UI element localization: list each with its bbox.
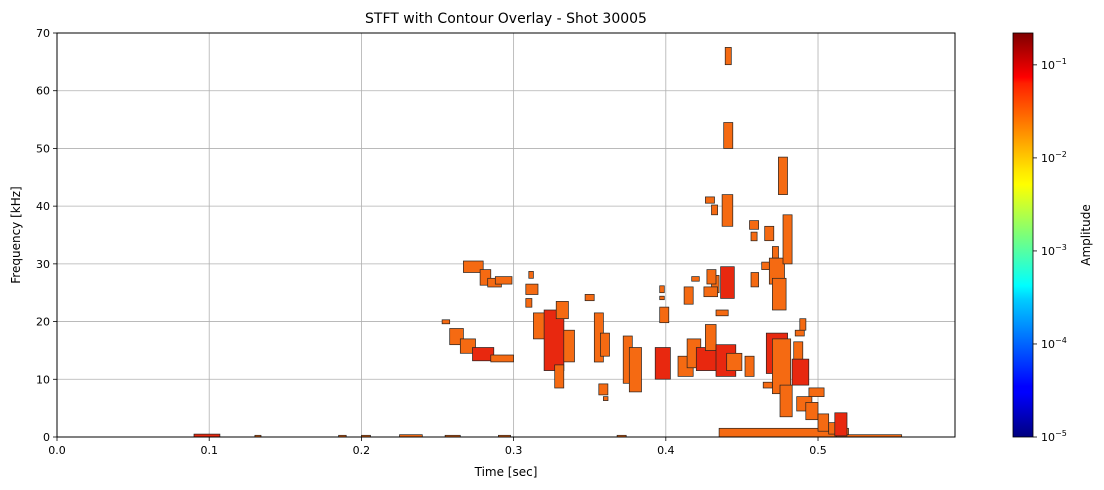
spectral-region — [724, 47, 732, 66]
spectral-region — [598, 383, 609, 396]
grid-lines — [57, 33, 955, 437]
spectral-region — [715, 309, 729, 317]
spectral-region — [721, 194, 734, 227]
spectral-region — [654, 347, 671, 380]
plot-area: 0.0 0.1 0.2 0.3 0.4 0.5 0 10 20 30 40 50 60 70 — [36, 27, 956, 457]
spectral-region — [764, 225, 775, 242]
y-tick-label: 70 — [36, 27, 50, 40]
spectral-region — [691, 276, 700, 282]
colorbar-tick-label: 10−3 — [1041, 243, 1067, 258]
spectral-region — [459, 338, 476, 354]
spectral-region — [706, 269, 717, 285]
colorbar-label: Amplitude — [1079, 204, 1093, 266]
y-axis-label: Frequency [kHz] — [9, 186, 23, 283]
spectral-region — [794, 329, 805, 337]
plot-frame — [56, 32, 956, 438]
spectral-region — [490, 354, 514, 363]
spectral-region — [723, 122, 734, 149]
colorbar-tick-label: 10−4 — [1041, 336, 1067, 351]
colorbar-tick-label: 10−5 — [1041, 429, 1067, 444]
spectral-region — [628, 347, 642, 393]
spectral-region — [782, 214, 793, 265]
x-tick-label: 0.0 — [48, 444, 66, 457]
spectral-region — [805, 402, 819, 421]
spectral-region — [749, 220, 759, 230]
spectral-region — [799, 318, 807, 331]
colorbar: 10−5 10−4 10−3 10−2 10−1 Amplitude — [1012, 32, 1093, 444]
colorbar-gradient — [1012, 32, 1034, 438]
spectral-region — [554, 364, 565, 389]
spectral-region — [525, 298, 533, 308]
spectral-region — [808, 387, 825, 397]
colorbar-tick-label: 10−1 — [1041, 57, 1067, 72]
spectral-region — [600, 332, 610, 357]
spectral-region — [750, 272, 759, 288]
spectral-region — [711, 204, 718, 216]
spectral-region — [555, 301, 569, 320]
spectral-region — [472, 347, 495, 362]
spectral-region — [779, 384, 793, 418]
spectral-region — [772, 246, 779, 259]
spectral-region — [603, 396, 609, 401]
y-tick-label: 0 — [43, 431, 50, 444]
spectral-region — [772, 277, 787, 311]
y-tick-label: 10 — [36, 373, 50, 386]
spectral-region — [744, 355, 755, 377]
colorbar-ticks: 10−5 10−4 10−3 10−2 10−1 — [1033, 57, 1067, 444]
spectral-region — [726, 352, 743, 371]
spectral-region — [659, 306, 670, 324]
y-tick-label: 30 — [36, 258, 50, 271]
spectrogram-regions — [193, 47, 903, 438]
x-tick-label: 0.3 — [505, 444, 523, 457]
x-tick-label: 0.2 — [353, 444, 371, 457]
y-tick-label: 40 — [36, 200, 50, 213]
spectral-region — [659, 295, 665, 301]
spectral-region — [791, 358, 810, 386]
spectral-region — [762, 381, 773, 389]
chart-title: STFT with Contour Overlay - Shot 30005 — [365, 11, 647, 27]
spectral-region — [703, 286, 718, 298]
x-axis-label: Time [sec] — [474, 465, 538, 479]
spectral-region — [761, 261, 770, 270]
spectral-region — [834, 412, 848, 437]
spectral-region — [494, 276, 513, 285]
spectral-region — [683, 286, 694, 305]
spectral-region — [817, 413, 830, 432]
spectral-region — [479, 269, 492, 286]
spectral-region — [705, 196, 715, 204]
y-axis-ticks: 0 10 20 30 40 50 60 70 — [36, 27, 57, 444]
spectral-region — [793, 341, 804, 360]
spectral-region — [525, 283, 539, 295]
y-tick-label: 50 — [36, 142, 50, 155]
spectral-region — [720, 266, 735, 299]
y-tick-label: 20 — [36, 316, 50, 329]
spectral-region — [528, 271, 534, 279]
colorbar-tick-label: 10−2 — [1041, 150, 1067, 165]
spectral-region — [778, 156, 788, 195]
x-axis-ticks: 0.0 0.1 0.2 0.3 0.4 0.5 — [48, 437, 827, 457]
spectral-region — [441, 319, 451, 325]
x-tick-label: 0.1 — [200, 444, 218, 457]
spectral-region — [705, 324, 717, 351]
spectral-region — [463, 260, 484, 273]
spectral-region — [543, 309, 565, 371]
y-tick-label: 60 — [36, 85, 50, 98]
spectral-region — [750, 231, 758, 242]
spectral-region — [584, 294, 595, 302]
plot-background — [57, 33, 955, 437]
spectral-region — [563, 329, 575, 363]
spectral-region — [659, 285, 665, 294]
x-tick-label: 0.4 — [657, 444, 675, 457]
x-tick-label: 0.5 — [809, 444, 827, 457]
